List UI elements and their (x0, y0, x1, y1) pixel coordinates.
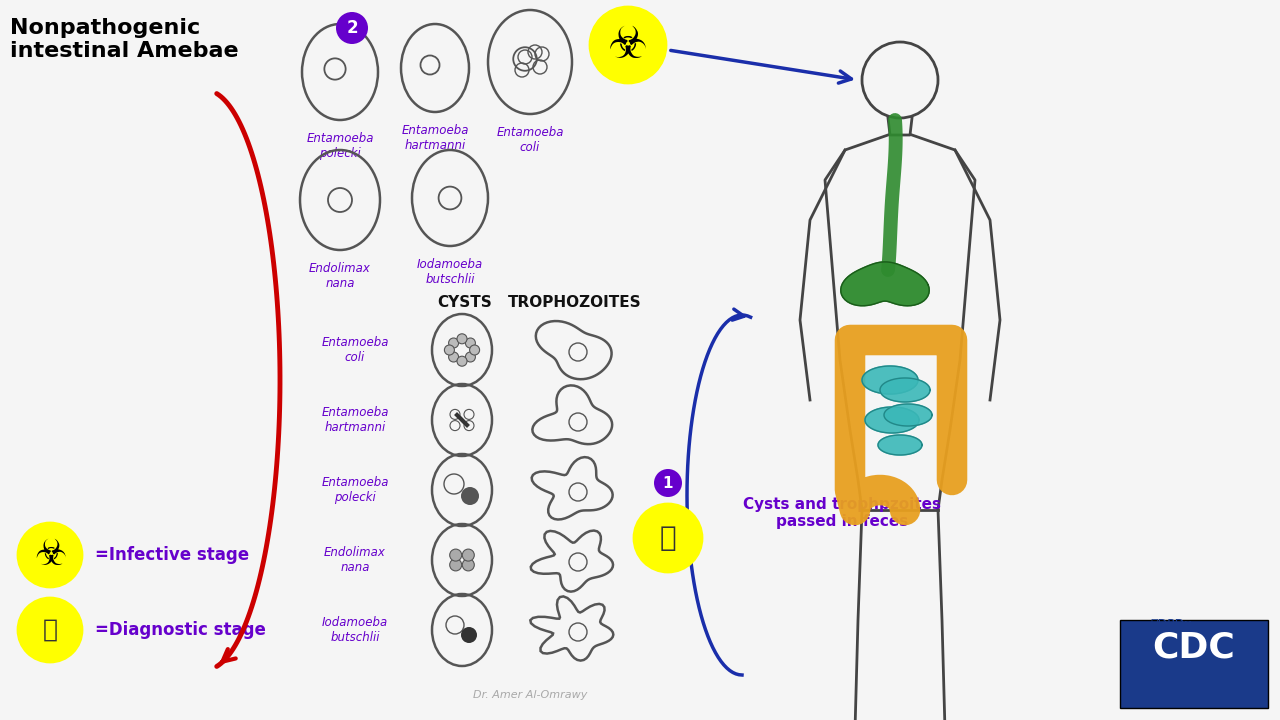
Text: CYSTS: CYSTS (438, 295, 493, 310)
Circle shape (335, 12, 369, 44)
Polygon shape (861, 366, 918, 394)
Circle shape (470, 345, 480, 355)
Text: Entamoeba
hartmanni: Entamoeba hartmanni (321, 406, 389, 434)
Circle shape (457, 334, 467, 344)
Text: =Diagnostic stage: =Diagnostic stage (95, 621, 266, 639)
Circle shape (634, 504, 701, 572)
Text: Iodamoeba
butschlii: Iodamoeba butschlii (417, 258, 483, 286)
Polygon shape (884, 404, 932, 426)
Circle shape (461, 627, 477, 643)
Text: Endolimax
nana: Endolimax nana (324, 546, 387, 574)
Circle shape (654, 469, 682, 497)
Polygon shape (878, 435, 922, 455)
Text: 2: 2 (346, 19, 358, 37)
Text: Entamoeba
coli: Entamoeba coli (497, 126, 563, 154)
Text: Endolimax
nana: Endolimax nana (308, 262, 371, 290)
Text: 🔬: 🔬 (42, 618, 58, 642)
Text: Entamoeba
coli: Entamoeba coli (321, 336, 389, 364)
Polygon shape (841, 262, 929, 306)
Text: 1: 1 (663, 475, 673, 490)
Circle shape (18, 523, 82, 587)
FancyBboxPatch shape (1120, 620, 1268, 708)
Circle shape (449, 549, 462, 561)
Text: Cysts and trophpzoites
passed in feces: Cysts and trophpzoites passed in feces (742, 497, 941, 529)
Circle shape (457, 356, 467, 366)
Circle shape (466, 338, 475, 348)
Text: Dr. Amer Al-Omrawy: Dr. Amer Al-Omrawy (472, 690, 588, 700)
Text: ☣: ☣ (608, 24, 648, 66)
Circle shape (449, 559, 462, 571)
Circle shape (444, 345, 454, 355)
Circle shape (448, 352, 458, 362)
Circle shape (462, 559, 475, 571)
Text: ☣: ☣ (33, 538, 67, 572)
Polygon shape (881, 378, 931, 402)
Circle shape (590, 7, 666, 83)
Text: Entamoeba
polecki: Entamoeba polecki (321, 476, 389, 504)
Text: Entamoeba
hartmanni: Entamoeba hartmanni (401, 124, 468, 152)
Text: ⓪DPDx: ⓪DPDx (1149, 618, 1192, 631)
Circle shape (466, 352, 475, 362)
Text: Iodamoeba
butschlii: Iodamoeba butschlii (321, 616, 388, 644)
Polygon shape (865, 407, 919, 433)
Text: CDC: CDC (1152, 631, 1235, 665)
Text: Nonpathogenic
intestinal Amebae: Nonpathogenic intestinal Amebae (10, 18, 238, 61)
Text: TROPHOZOITES: TROPHOZOITES (508, 295, 641, 310)
Circle shape (448, 338, 458, 348)
Text: 🔬: 🔬 (659, 524, 676, 552)
Text: =Infective stage: =Infective stage (95, 546, 250, 564)
Circle shape (461, 487, 479, 505)
Circle shape (462, 549, 475, 561)
Text: Entamoeba
polecki: Entamoeba polecki (306, 132, 374, 160)
Circle shape (18, 598, 82, 662)
